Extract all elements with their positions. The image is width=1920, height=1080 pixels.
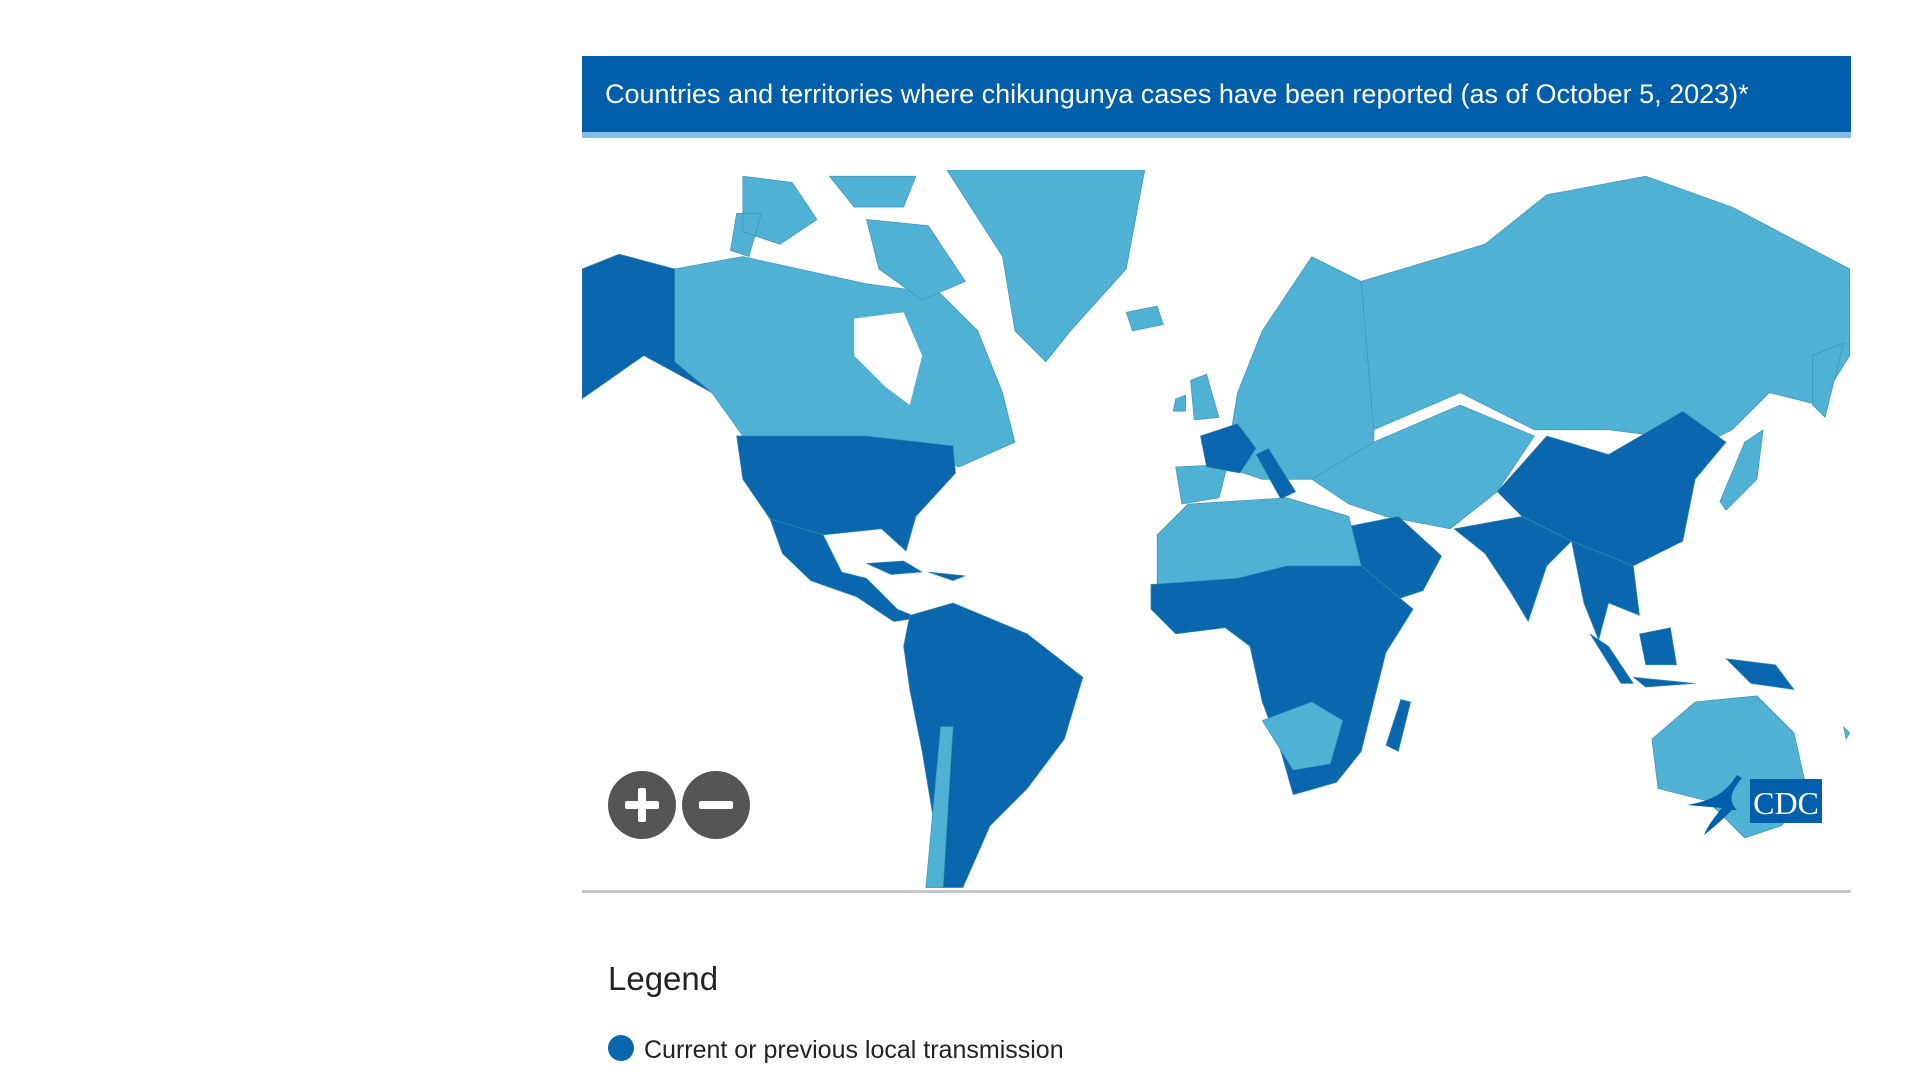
world-map-svg[interactable] — [582, 170, 1851, 890]
world-map[interactable]: CDC — [582, 170, 1851, 893]
legend-swatch — [608, 1034, 634, 1061]
legend-item: Current or previous local transmission — [608, 1034, 1064, 1065]
map-title: Countries and territories where chikungu… — [582, 56, 1851, 138]
region-madagascar[interactable] — [1385, 699, 1412, 752]
legend-title: Legend — [608, 960, 719, 997]
region-south-america[interactable] — [903, 602, 1084, 888]
region-chile[interactable] — [925, 726, 954, 888]
hudson-bay — [854, 312, 923, 406]
region-alaska[interactable] — [582, 253, 713, 400]
svg-text:CDC: CDC — [1753, 785, 1819, 821]
zoom-in-button[interactable] — [608, 771, 676, 839]
legend-label: Current or previous local transmission — [644, 1036, 1064, 1064]
region-caribbean[interactable] — [866, 560, 966, 582]
region-russia[interactable] — [1360, 175, 1851, 443]
region-greenland[interactable] — [946, 170, 1146, 363]
region-india[interactable] — [1453, 516, 1572, 623]
region-iceland[interactable] — [1125, 305, 1164, 332]
region-new-zealand[interactable] — [1843, 725, 1851, 740]
region-central-africa[interactable] — [1150, 565, 1414, 796]
region-france[interactable] — [1200, 423, 1257, 474]
zoom-out-button[interactable] — [682, 771, 750, 839]
region-indonesia[interactable] — [1589, 627, 1795, 690]
region-southern-africa[interactable] — [1261, 701, 1344, 771]
region-southeast-asia[interactable] — [1571, 540, 1640, 642]
region-iberia[interactable] — [1175, 464, 1229, 505]
region-italy[interactable] — [1255, 447, 1297, 500]
region-arctic-islands[interactable] — [730, 175, 966, 301]
map-panel: Countries and territories where chikungu… — [582, 56, 1851, 893]
minus-icon — [699, 801, 733, 809]
plus-icon-vertical — [638, 788, 646, 822]
region-canada[interactable] — [674, 256, 1016, 468]
region-uk[interactable] — [1172, 373, 1220, 421]
region-japan-korea[interactable] — [1719, 342, 1845, 511]
cdc-logo: CDC — [1682, 770, 1827, 845]
region-usa[interactable] — [736, 435, 956, 552]
